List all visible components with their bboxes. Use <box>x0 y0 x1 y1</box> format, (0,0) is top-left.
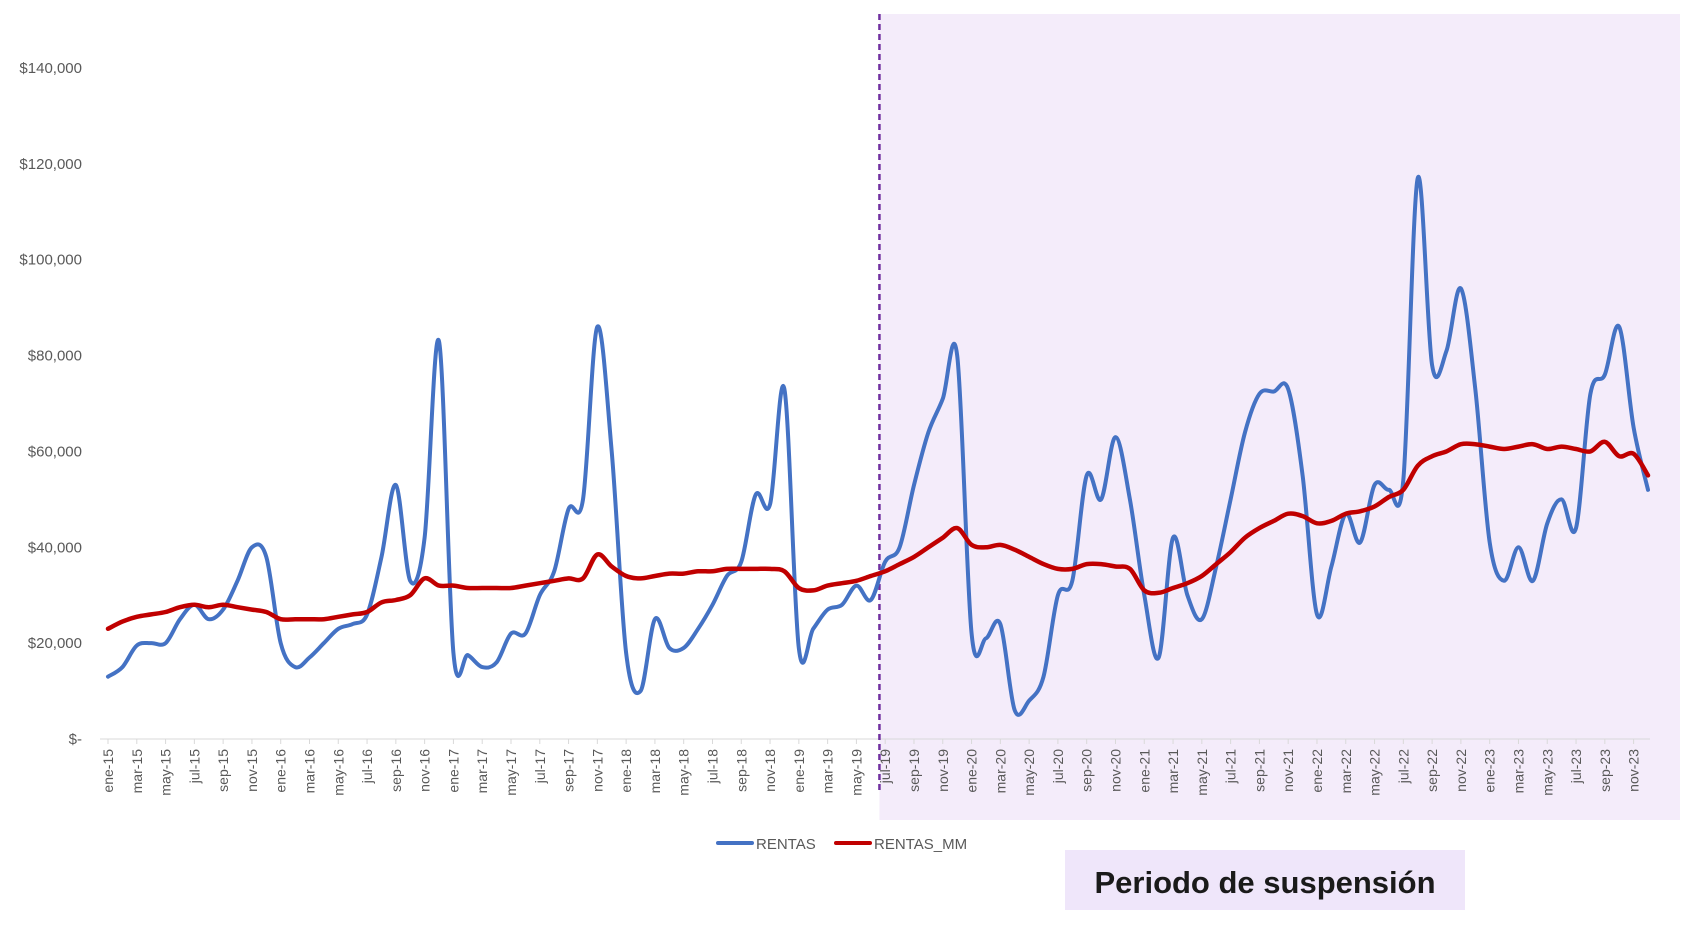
x-tick-label: ene-16 <box>273 749 289 793</box>
x-tick-label: jul-16 <box>359 749 375 784</box>
x-tick-label: ene-23 <box>1482 749 1498 793</box>
x-tick-label: sep-18 <box>733 749 749 792</box>
x-tick-label: jul-19 <box>877 749 893 784</box>
x-tick-label: sep-22 <box>1424 749 1440 792</box>
x-tick-label: ene-19 <box>791 749 807 793</box>
x-tick-label: sep-19 <box>906 749 922 792</box>
x-tick-label: may-17 <box>503 749 519 796</box>
series-line-rentas-mm <box>105 439 1651 632</box>
y-tick-label: $80,000 <box>28 348 82 365</box>
x-tick-label: mar-18 <box>647 749 663 794</box>
y-tick-label: $- <box>69 731 82 748</box>
x-tick-label: mar-15 <box>129 749 145 794</box>
x-tick-label: nov-15 <box>244 749 260 792</box>
x-tick-label: mar-23 <box>1510 749 1526 794</box>
x-tick-label: sep-17 <box>561 749 577 792</box>
x-tick-label: sep-21 <box>1251 749 1267 792</box>
x-tick-label: mar-21 <box>1165 749 1181 794</box>
x-tick-label: may-23 <box>1539 749 1555 796</box>
x-tick-label: nov-16 <box>417 749 433 792</box>
series-layer <box>105 174 1651 717</box>
x-tick-label: mar-22 <box>1338 749 1354 794</box>
x-tick-label: nov-20 <box>1107 749 1123 792</box>
x-tick-label: mar-19 <box>820 749 836 794</box>
y-tick-label: $60,000 <box>28 443 82 460</box>
x-tick-label: may-21 <box>1194 749 1210 796</box>
legend-label-rentas-mm: RENTAS_MM <box>874 836 967 853</box>
y-tick-label: $40,000 <box>28 539 82 556</box>
annotation-box: Periodo de suspensión <box>1065 850 1465 910</box>
x-tick-label: sep-15 <box>215 749 231 792</box>
x-tick-label: mar-16 <box>301 749 317 794</box>
x-tick-label: nov-18 <box>762 749 778 792</box>
x-tick-label: jul-20 <box>1050 749 1066 784</box>
x-tick-label: jul-17 <box>532 749 548 784</box>
x-tick-label: ene-22 <box>1309 749 1325 793</box>
x-tick-label: jul-18 <box>704 749 720 784</box>
x-tick-label: nov-19 <box>935 749 951 792</box>
x-tick-label: may-15 <box>158 749 174 796</box>
legend-item-rentas-mm: RENTAS_MM <box>834 836 967 853</box>
x-tick-label: ene-18 <box>618 749 634 793</box>
y-tick-label: $100,000 <box>19 252 82 269</box>
x-axis: ene-15 mar-15 may-15 jul-15 sep-15 nov-15 ene-… <box>100 739 1642 796</box>
x-tick-label: nov-22 <box>1453 749 1469 792</box>
x-tick-label: sep-16 <box>388 749 404 792</box>
x-tick-label: jul-21 <box>1223 749 1239 784</box>
x-tick-label: may-19 <box>848 749 864 796</box>
x-tick-label: mar-20 <box>992 749 1008 794</box>
x-tick-label: mar-17 <box>474 749 490 794</box>
y-tick-label: $120,000 <box>19 156 82 173</box>
x-tick-label: ene-20 <box>964 749 980 793</box>
y-tick-label: $140,000 <box>19 60 82 77</box>
x-tick-label: may-16 <box>330 749 346 796</box>
x-tick-label: jul-23 <box>1568 749 1584 784</box>
x-tick-label: ene-15 <box>100 749 116 793</box>
series-line-rentas <box>106 174 1650 717</box>
x-tick-label: may-20 <box>1021 749 1037 796</box>
x-tick-label: sep-20 <box>1079 749 1095 792</box>
x-tick-label: nov-23 <box>1626 749 1642 792</box>
x-tick-label: jul-22 <box>1395 749 1411 784</box>
x-tick-label: sep-23 <box>1597 749 1613 792</box>
x-tick-label: ene-21 <box>1136 749 1152 793</box>
x-tick-label: nov-17 <box>589 749 605 792</box>
legend-item-rentas: RENTAS <box>716 836 816 853</box>
x-tick-label: ene-17 <box>445 749 461 793</box>
x-tick-label: may-18 <box>676 749 692 796</box>
annotation-text: Periodo de suspensión <box>1094 865 1435 900</box>
x-tick-label: nov-21 <box>1280 749 1296 792</box>
x-tick-label: may-22 <box>1367 749 1383 796</box>
legend-label-rentas: RENTAS <box>756 836 816 853</box>
shaded-region <box>879 14 1680 820</box>
annotation-background <box>1065 850 1465 910</box>
y-tick-label: $20,000 <box>28 635 82 652</box>
legend: RENTAS RENTAS_MM <box>716 836 967 853</box>
x-tick-label: jul-15 <box>186 749 202 784</box>
y-axis: $- $20,000 $40,000 $60,000 $80,000 $100,000 $1… <box>19 60 82 748</box>
